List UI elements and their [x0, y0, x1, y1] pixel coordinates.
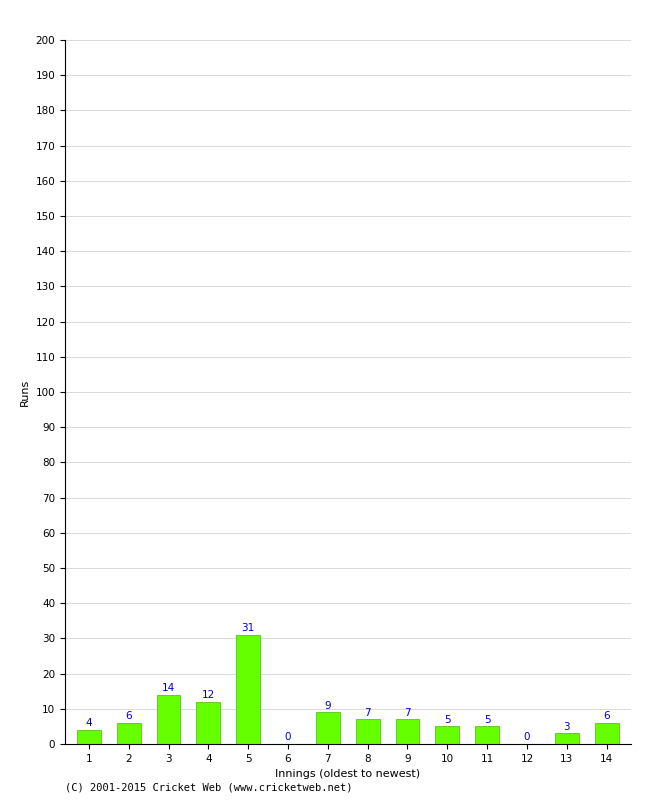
Text: 7: 7: [404, 707, 411, 718]
Bar: [117, 723, 140, 744]
Bar: [236, 635, 260, 744]
Text: 5: 5: [444, 714, 450, 725]
Text: 5: 5: [484, 714, 491, 725]
Bar: [196, 702, 220, 744]
Bar: [555, 734, 578, 744]
Bar: [316, 712, 340, 744]
Bar: [436, 726, 460, 744]
Text: 3: 3: [564, 722, 570, 732]
Bar: [77, 730, 101, 744]
Text: 12: 12: [202, 690, 215, 700]
Text: 4: 4: [86, 718, 92, 728]
Text: 9: 9: [324, 701, 331, 710]
Text: 6: 6: [603, 711, 610, 721]
Text: 31: 31: [242, 623, 255, 633]
Bar: [396, 719, 419, 744]
Text: (C) 2001-2015 Cricket Web (www.cricketweb.net): (C) 2001-2015 Cricket Web (www.cricketwe…: [65, 782, 352, 792]
Bar: [157, 694, 181, 744]
Text: 0: 0: [285, 732, 291, 742]
Text: 6: 6: [125, 711, 132, 721]
Text: 0: 0: [524, 732, 530, 742]
Y-axis label: Runs: Runs: [20, 378, 30, 406]
X-axis label: Innings (oldest to newest): Innings (oldest to newest): [275, 770, 421, 779]
Bar: [356, 719, 380, 744]
Bar: [595, 723, 619, 744]
Text: 7: 7: [365, 707, 371, 718]
Bar: [475, 726, 499, 744]
Text: 14: 14: [162, 683, 175, 693]
